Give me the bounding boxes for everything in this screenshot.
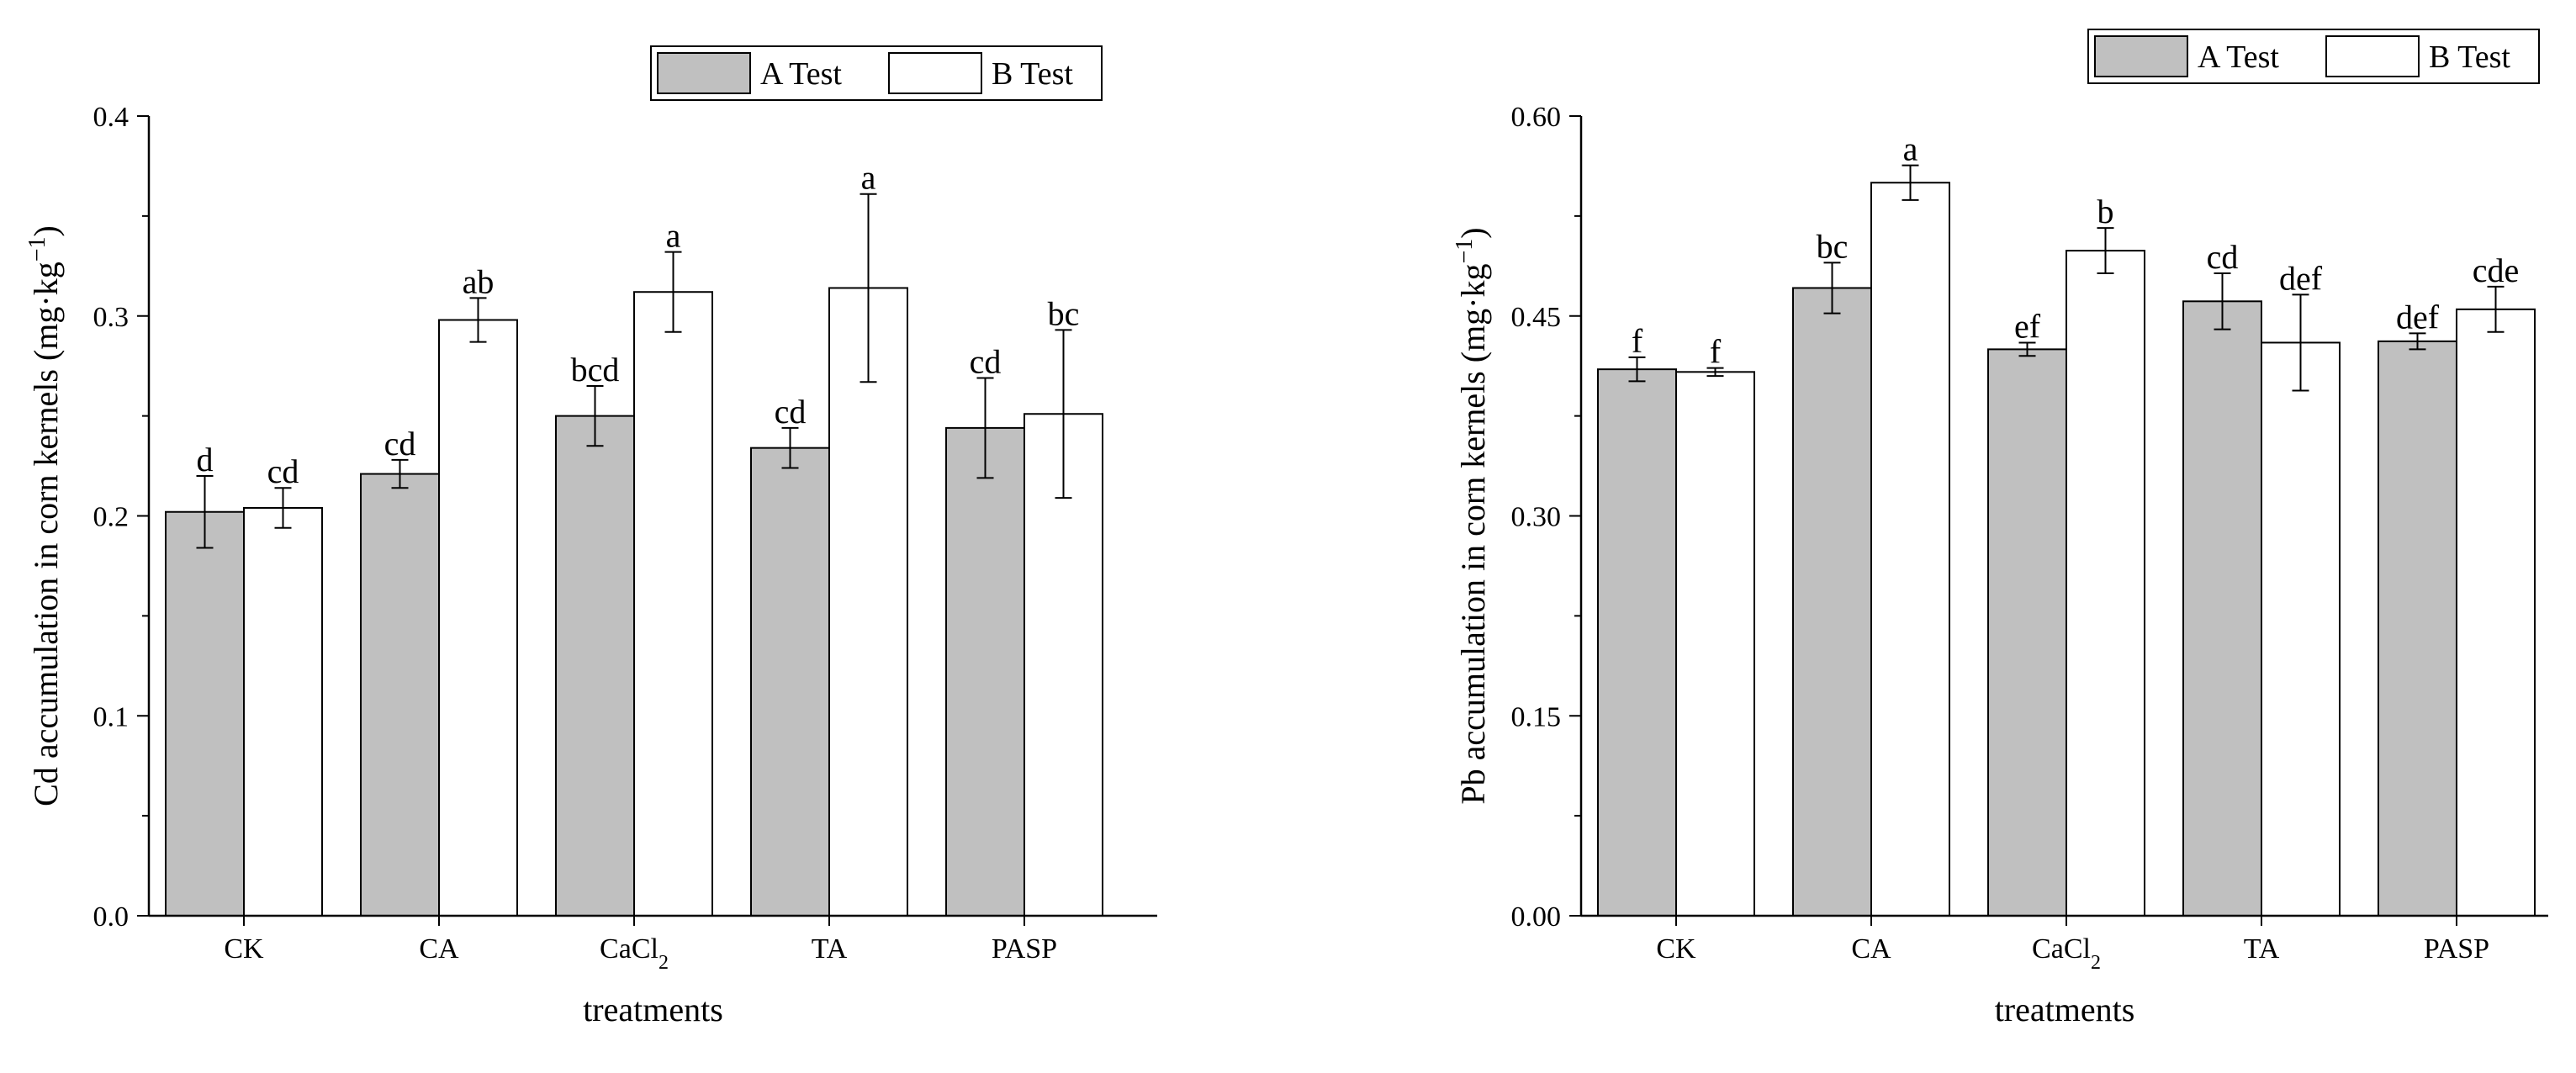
y-tick-label: 0.00: [1511, 901, 1562, 933]
bar-a-1: [360, 473, 440, 917]
legend-label: A Test: [760, 56, 842, 92]
x-tick-label: TA: [812, 933, 848, 965]
bar-a-2: [555, 415, 635, 917]
y-tick-label: 0.1: [93, 701, 130, 732]
y-tick-label: 0.0: [93, 901, 130, 933]
category-name: CK: [224, 933, 264, 965]
significance-label: bc: [1817, 227, 1849, 265]
x-tick-label: CaCl2: [2032, 933, 2101, 974]
x-tick-label: CK: [1656, 933, 1696, 965]
category-name: CA: [1851, 933, 1891, 965]
bar-a-2: [1987, 348, 2067, 917]
bar-b-2: [2066, 250, 2145, 917]
bar-a-0: [165, 510, 245, 917]
y-tick-label: 0.4: [93, 102, 130, 133]
legend: A Test B Test: [2087, 29, 2540, 84]
bar-a-4: [945, 426, 1025, 917]
significance-label: ef: [2014, 307, 2041, 345]
category-name: CA: [419, 933, 459, 965]
significance-label: cd: [384, 425, 416, 462]
y-axis-title-main: Pb accumulation in corn kernels (mg·kg: [1454, 263, 1492, 804]
significance-label: f: [1710, 333, 1722, 371]
significance-label: bc: [1048, 294, 1080, 332]
category-name: PASP: [992, 933, 1057, 965]
bar-b-1: [1870, 182, 1950, 917]
legend: A Test B Test: [650, 45, 1103, 101]
significance-label: cd: [267, 452, 299, 490]
category-name: PASP: [2424, 933, 2489, 965]
bar-b-3: [2261, 341, 2341, 917]
legend-swatch-a: [2094, 35, 2188, 77]
bar-a-3: [2182, 300, 2262, 917]
legend-swatch-a: [657, 52, 751, 94]
y-tick-label: 0.3: [93, 302, 130, 333]
x-tick-label: TA: [2244, 933, 2280, 965]
category-subscript: 2: [659, 952, 669, 974]
x-axis-title: treatments: [1995, 991, 2135, 1028]
significance-label: ab: [463, 262, 495, 300]
legend-label: B Test: [2429, 40, 2510, 75]
bar-a-3: [750, 447, 830, 917]
significance-label: cde: [2473, 251, 2520, 289]
y-tick-label: 0.60: [1511, 102, 1562, 133]
category-name: TA: [2244, 933, 2280, 965]
y-tick-label: 0.45: [1511, 302, 1562, 333]
legend-label: A Test: [2198, 40, 2279, 75]
y-axis-title-end: ): [27, 225, 65, 236]
category-name: CK: [1656, 933, 1696, 965]
bar-b-0: [243, 506, 323, 917]
significance-label: cd: [775, 393, 807, 431]
category-name: TA: [812, 933, 848, 965]
legend-swatch-b: [2325, 35, 2420, 77]
x-axis-title: treatments: [583, 991, 723, 1028]
x-tick-label: CK: [224, 933, 264, 965]
significance-label: d: [197, 441, 214, 478]
category-name: CaCl: [2032, 933, 2091, 965]
bar-b-1: [438, 319, 518, 917]
significance-label: a: [1903, 130, 1918, 168]
significance-label: a: [861, 159, 876, 197]
legend-swatch-b: [888, 52, 982, 94]
significance-label: bcd: [571, 351, 620, 388]
y-axis-title: Pb accumulation in corn kernels (mg·kg−1…: [1452, 227, 1493, 804]
y-axis-title: Cd accumulation in corn kernels (mg·kg−1…: [24, 225, 66, 806]
category-subscript: 2: [2091, 952, 2101, 974]
y-tick-label: 0.30: [1511, 502, 1562, 533]
bar-b-0: [1675, 371, 1755, 917]
category-name: CaCl: [600, 933, 659, 965]
x-tick-label: CaCl2: [600, 933, 669, 974]
significance-label: cd: [2207, 238, 2239, 276]
bar-b-4: [2456, 308, 2536, 917]
significance-label: b: [2097, 193, 2114, 230]
y-axis-title-end: ): [1454, 227, 1492, 238]
bar-a-0: [1597, 368, 1677, 917]
significance-label: cd: [970, 342, 1002, 380]
bar-a-4: [2378, 340, 2457, 917]
legend-label: B Test: [992, 56, 1073, 92]
y-axis-title-superscript: −1: [1452, 239, 1478, 264]
significance-label: a: [666, 217, 681, 255]
significance-label: f: [1632, 322, 1643, 360]
x-tick-label: PASP: [2424, 933, 2489, 965]
bar-a-1: [1792, 287, 1872, 917]
x-tick-label: CA: [1851, 933, 1891, 965]
significance-label: def: [2396, 298, 2440, 336]
y-tick-label: 0.2: [93, 502, 130, 533]
bar-b-2: [633, 291, 713, 917]
bar-b-3: [828, 287, 908, 917]
significance-label: def: [2279, 259, 2323, 297]
chart-1: d cd bcd cd cd cd ab a a bc 0.0 0.1 0.2 0.3 0.4 CK CA CaC…: [24, 45, 1157, 1028]
y-axis-title-superscript: −1: [24, 236, 50, 262]
y-tick-label: 0.15: [1511, 701, 1562, 732]
x-tick-label: CA: [419, 933, 459, 965]
y-axis-title-main: Cd accumulation in corn kernels (mg·kg: [27, 262, 65, 806]
x-tick-label: PASP: [992, 933, 1057, 965]
